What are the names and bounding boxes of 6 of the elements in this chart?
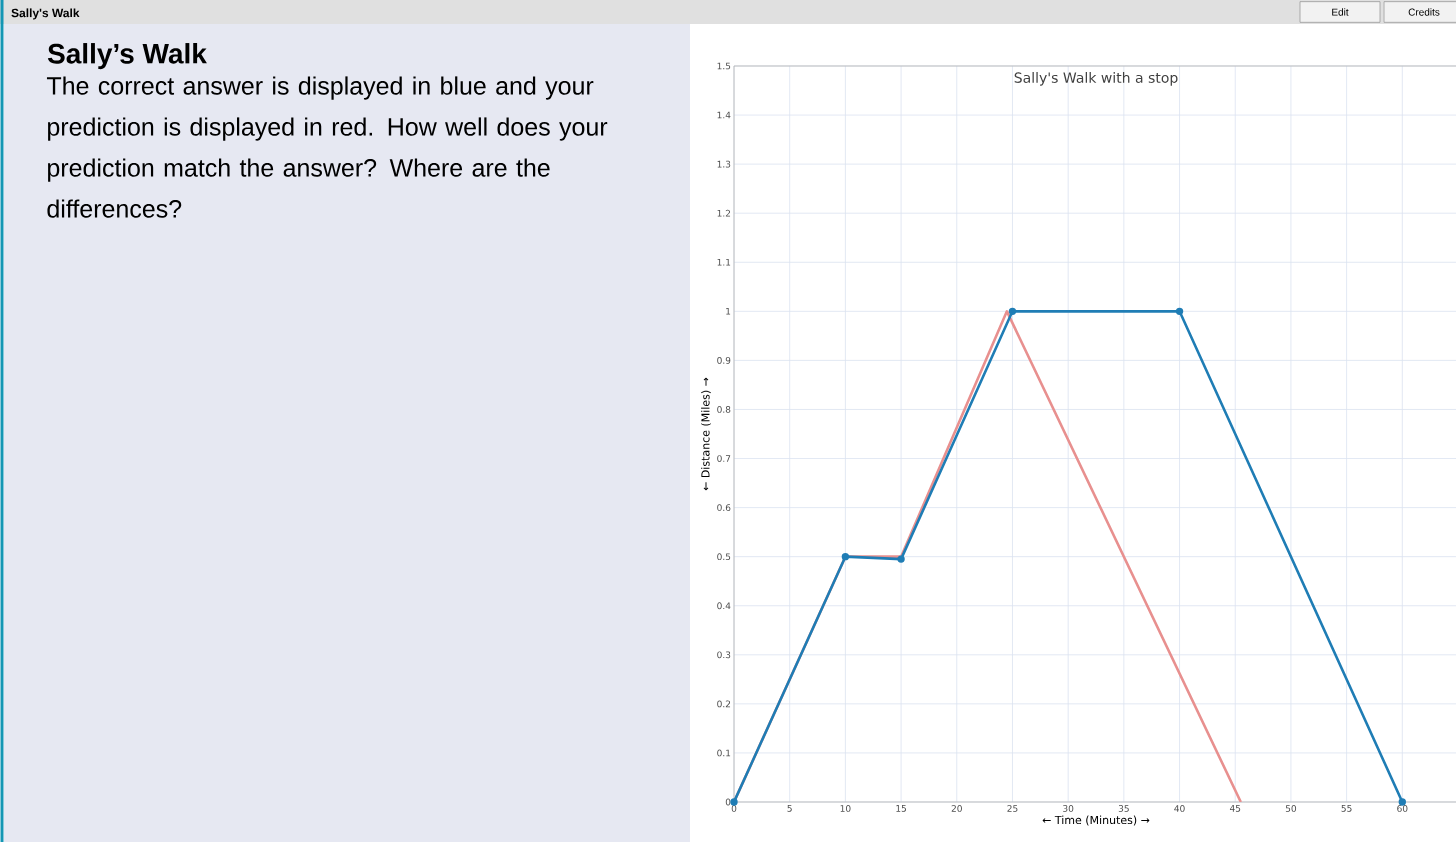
point — [897, 555, 905, 563]
text: Sally’s Walk — [47, 43, 207, 70]
point — [841, 552, 850, 561]
point — [1175, 307, 1184, 316]
text: The correct answer is displayed in blue and your prediction is displayed in red. How well does your prediction match the answer? Where are the differences? — [46, 76, 608, 218]
point — [1008, 307, 1017, 316]
